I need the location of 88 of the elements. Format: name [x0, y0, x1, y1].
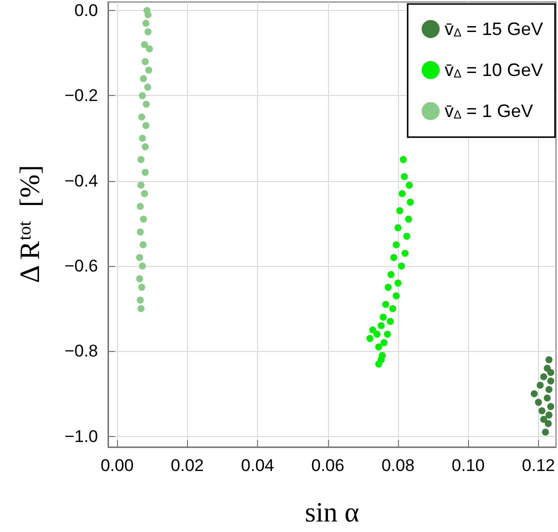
- point: [545, 386, 552, 394]
- point: [387, 271, 394, 278]
- point: [142, 143, 149, 150]
- point: [141, 190, 148, 198]
- point: [138, 182, 145, 189]
- point: [142, 168, 149, 176]
- point: [392, 241, 400, 248]
- point: [145, 66, 152, 74]
- point: [405, 216, 412, 223]
- point: [538, 407, 546, 414]
- x-tick-label: 0.04: [241, 456, 274, 475]
- point: [138, 305, 145, 312]
- point: [378, 322, 385, 330]
- point: [406, 198, 414, 206]
- point: [378, 356, 385, 364]
- x-tick-label: 0.00: [100, 456, 134, 475]
- point: [140, 216, 147, 223]
- point: [140, 75, 147, 82]
- point: [142, 100, 150, 108]
- point: [544, 420, 552, 428]
- point: [136, 254, 144, 261]
- point: [540, 416, 548, 423]
- point: [138, 92, 146, 100]
- point: [142, 58, 149, 66]
- point: [530, 390, 538, 398]
- point: [144, 84, 152, 91]
- point: [369, 326, 376, 334]
- x-tick-label: 0.12: [522, 456, 555, 475]
- point: [545, 356, 552, 364]
- point: [380, 314, 387, 321]
- point: [140, 241, 147, 248]
- point: [396, 207, 404, 214]
- point: [142, 122, 150, 129]
- point: [138, 134, 146, 142]
- point: [542, 428, 549, 436]
- point: [545, 412, 552, 419]
- point: [398, 190, 406, 198]
- point: [540, 373, 548, 380]
- point: [544, 394, 551, 402]
- point: [547, 368, 554, 376]
- point: [547, 377, 554, 384]
- point: [136, 228, 144, 236]
- point: [142, 20, 150, 27]
- point: [406, 182, 413, 189]
- x-tick-label: 0.06: [311, 456, 344, 475]
- y-tick-label: −1.0: [64, 426, 98, 446]
- point: [138, 113, 146, 120]
- point: [382, 300, 390, 308]
- x-tick-label: 0.02: [170, 456, 204, 475]
- point: [144, 28, 152, 36]
- point: [534, 398, 542, 406]
- y-axis-title: Δ Rtot [%]: [14, 165, 46, 284]
- y-tick-label: −0.8: [64, 342, 98, 361]
- point: [375, 343, 382, 350]
- point: [141, 41, 148, 48]
- point: [373, 330, 380, 338]
- point: [384, 284, 392, 291]
- point: [536, 382, 544, 389]
- y-tick-label: 0.0: [74, 1, 98, 20]
- x-tick-label: 0.10: [452, 456, 485, 475]
- point: [136, 275, 144, 282]
- point: [389, 305, 396, 312]
- point: [402, 250, 409, 257]
- point: [547, 403, 554, 410]
- y-tick-label: −0.2: [64, 86, 98, 106]
- point: [398, 262, 406, 270]
- point: [403, 232, 410, 240]
- point: [400, 173, 408, 180]
- x-tick-label: 0.08: [381, 456, 415, 475]
- point: [392, 292, 400, 300]
- point: [136, 202, 144, 210]
- point: [394, 224, 402, 232]
- y-tick-label: −0.4: [64, 171, 98, 190]
- y-tick-label: −0.6: [64, 256, 98, 276]
- point: [138, 262, 146, 270]
- point: [136, 296, 144, 304]
- point: [138, 156, 145, 164]
- point: [384, 330, 391, 338]
- point: [138, 284, 146, 291]
- point: [144, 11, 152, 18]
- point: [380, 339, 388, 346]
- point: [386, 318, 394, 325]
- point: [146, 45, 153, 52]
- x-axis-title: sin α: [304, 498, 360, 528]
- point: [366, 334, 374, 342]
- point: [400, 156, 407, 164]
- point: [394, 280, 402, 287]
- point: [390, 254, 398, 261]
